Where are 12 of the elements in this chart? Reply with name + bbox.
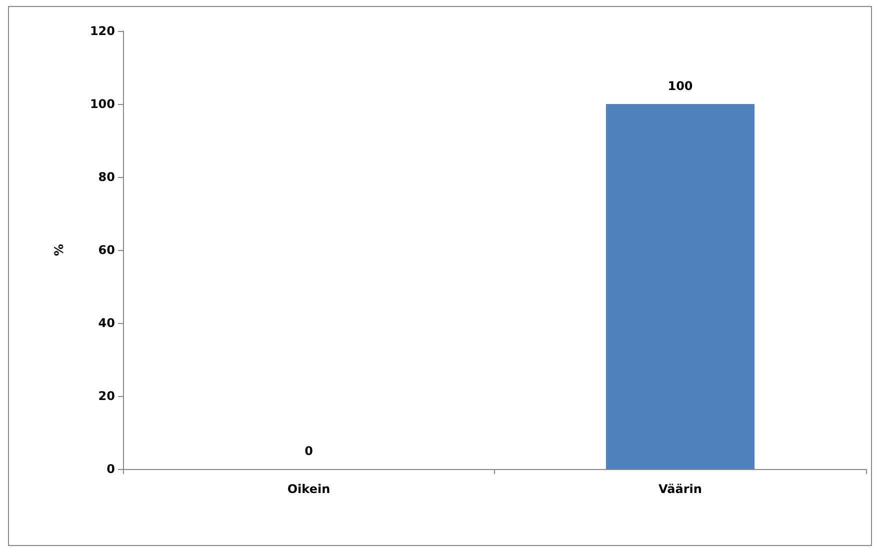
y-axis-title: % [52,244,66,256]
y-tick-label: 100 [90,97,115,111]
y-tick-label: 60 [98,243,115,257]
y-tick-label: 120 [90,24,115,38]
y-tick-label: 20 [98,389,115,403]
x-tick-label: Väärin [658,482,702,496]
y-tick-label: 80 [98,170,115,184]
y-tick-label: 0 [106,462,115,476]
y-tick-label: 40 [98,316,115,330]
data-label: 100 [668,79,693,93]
x-tick-label: Oikein [287,482,330,496]
data-label: 0 [304,444,313,458]
